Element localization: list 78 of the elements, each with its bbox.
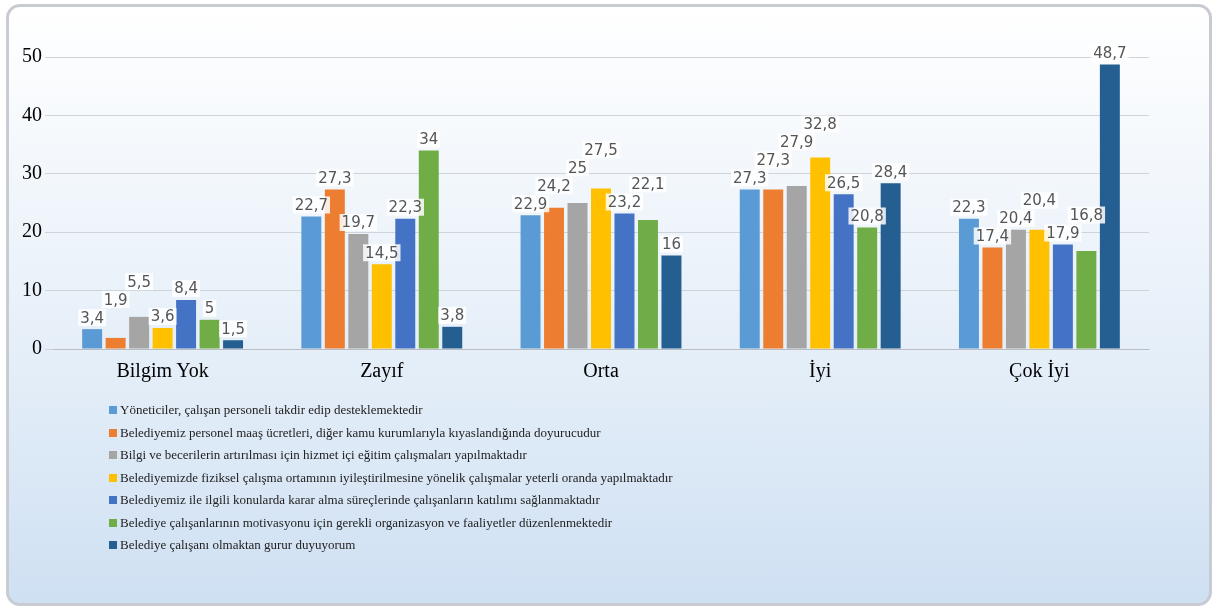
bar (958, 218, 979, 349)
bar (614, 213, 635, 349)
bar (395, 218, 416, 349)
data-label: 17,4 (975, 226, 1010, 245)
bar (82, 329, 103, 349)
bar (301, 216, 322, 349)
data-label: 27,3 (756, 150, 790, 169)
bar (661, 255, 682, 349)
legend-label: Belediyemiz personel maaş ücretleri, diğer kamu kurumlarıyla kıyaslandığında doyurucudur (120, 424, 601, 441)
legend-label: Belediyemiz ile ilgili konularda karar alma süreçlerinde çalışanların katılımı sağlanmaktadır (120, 492, 600, 509)
data-label: 27,3 (318, 168, 352, 187)
data-label: 19,7 (341, 213, 376, 232)
data-label: 23,2 (607, 192, 642, 211)
bar (520, 215, 541, 349)
data-label: 8,4 (174, 279, 199, 298)
data-label: 14,5 (365, 243, 399, 262)
bar (739, 189, 760, 349)
bar (637, 219, 658, 349)
x-tick-label: Orta (583, 359, 619, 382)
y-tick-label: 50 (22, 44, 42, 67)
y-tick-label: 40 (22, 102, 42, 125)
legend-label: Belediyemizde fiziksel çalışma ortamının iyileştirilmesine yönelik çalışmalar yeterli oranda yapılmaktadır (120, 469, 673, 486)
data-label: 3,4 (80, 308, 105, 327)
x-tick-label: İyi (809, 359, 832, 383)
data-label: 22,1 (631, 174, 665, 193)
data-label: 25 (567, 158, 588, 177)
data-label: 48,7 (1093, 43, 1127, 62)
legend-label: Belediye çalışanlarının motivasyonu için gerekli organizasyon ve faaliyetler düzenlenmektedir (120, 514, 613, 531)
bar (105, 337, 126, 349)
legend-label: Belediye çalışanı olmaktan gurur duyuyorum (120, 537, 356, 554)
data-label: 20,4 (999, 209, 1033, 228)
data-label: 20,4 (1022, 191, 1057, 210)
bar (763, 189, 784, 349)
bar (442, 326, 463, 349)
data-label: 27,3 (733, 168, 767, 187)
data-label: 3,8 (440, 306, 465, 325)
data-label: 22,3 (388, 198, 422, 217)
bar (129, 316, 150, 349)
data-label: 16,8 (1069, 205, 1104, 224)
data-label: 34 (419, 129, 439, 148)
bar (567, 203, 588, 349)
data-label: 20,8 (850, 206, 884, 225)
x-tick-label: Zayıf (360, 359, 404, 383)
bar (857, 227, 878, 349)
bar (786, 186, 807, 349)
data-label: 5 (204, 299, 215, 318)
data-label: 22,3 (952, 198, 986, 217)
data-label: 5,5 (127, 272, 152, 291)
y-tick-label: 10 (22, 277, 42, 300)
x-tick-label: Çok İyi (1009, 359, 1071, 383)
data-label: 17,9 (1046, 223, 1080, 242)
bar (152, 327, 173, 349)
data-label: 28,4 (873, 162, 908, 181)
bar (371, 264, 392, 349)
bar (223, 340, 244, 349)
bar (1076, 250, 1097, 349)
data-label: 1,5 (221, 319, 245, 338)
bar (176, 299, 197, 349)
data-label: 22,7 (294, 195, 329, 214)
data-label: 1,9 (103, 290, 128, 309)
data-label: 22,9 (513, 194, 548, 213)
legend-label: Bilgi ve becerilerin artırılması için hizmet içi eğitim çalışmaları yapılmaktadır (120, 447, 527, 464)
y-tick-label: 30 (22, 161, 42, 184)
data-label: 3,6 (150, 307, 175, 326)
x-tick-label: Bilgim Yok (116, 359, 209, 383)
data-label: 27,5 (584, 140, 618, 159)
y-tick-label: 20 (22, 219, 42, 242)
data-label: 27,9 (780, 132, 814, 151)
legend-label: Yöneticiler, çalışan personeli takdir edip desteklemektedir (120, 402, 423, 419)
data-label: 26,5 (826, 173, 861, 192)
data-label: 32,8 (803, 114, 837, 133)
bar (1052, 244, 1073, 349)
bar (1029, 229, 1050, 349)
bar (199, 319, 220, 349)
bar (982, 247, 1003, 349)
data-label: 24,2 (537, 176, 571, 195)
y-tick-label: 0 (32, 336, 42, 359)
data-label: 16 (661, 234, 681, 253)
